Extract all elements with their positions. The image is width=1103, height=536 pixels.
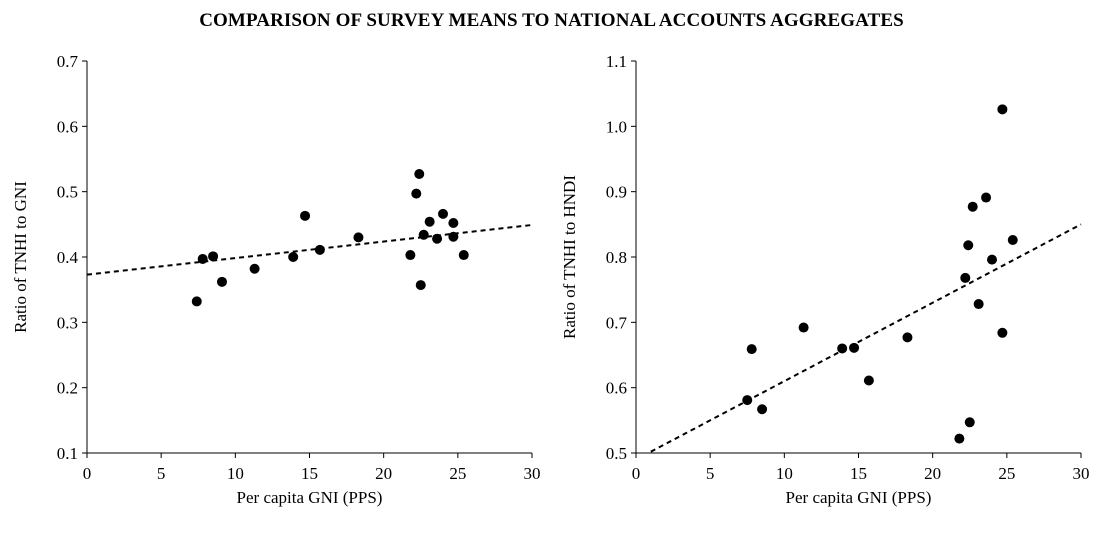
right-data-point [963, 240, 974, 251]
right-data-point [981, 192, 992, 203]
right-x-tick-label: 25 [998, 464, 1015, 483]
right-x-tick-label: 20 [924, 464, 941, 483]
right-y-axis-label: Ratio of TNHI to HNDI [560, 175, 579, 339]
left-x-tick-label: 0 [83, 464, 92, 483]
left-x-tick-label: 10 [227, 464, 244, 483]
right-data-point [960, 272, 971, 283]
left-data-point [438, 208, 448, 219]
right-y-tick-label: 0.9 [606, 183, 627, 202]
left-data-point [448, 218, 459, 229]
left-data-point [418, 229, 429, 240]
right-y-tick-label: 1.0 [606, 117, 627, 136]
right-data-point [954, 433, 965, 444]
left-y-tick-label: 0.5 [57, 183, 78, 202]
right-trendline [650, 223, 1082, 453]
left-y-tick-label: 0.2 [57, 379, 78, 398]
right-data-point [757, 404, 768, 415]
right-data-point [987, 254, 997, 265]
left-x-tick-label: 30 [524, 464, 541, 483]
left-y-axis-label: Ratio of TNHI to GNI [11, 181, 30, 333]
left-data-point [411, 188, 422, 199]
left-y-tick-label: 0.4 [57, 248, 79, 267]
left-data-point [197, 253, 208, 264]
left-x-tick-label: 5 [157, 464, 166, 483]
right-data-point [967, 201, 978, 212]
left-x-axis-label: Per capita GNI (PPS) [237, 488, 383, 507]
left-data-point [405, 250, 416, 261]
left-y-tick-label: 0.1 [57, 444, 78, 463]
right-y-tick-label: 0.8 [606, 248, 627, 267]
right-x-tick-label: 0 [632, 464, 641, 483]
left-data-point [288, 252, 299, 262]
right-scatter-plot: 0.5 0.6 0.7 0.8 0.9 1.0 1.1 0 5 10 15 20 25 30 Per cap… [560, 52, 1090, 507]
left-data-point [415, 280, 426, 291]
left-data-point [249, 263, 260, 274]
right-x-tick-label: 10 [776, 464, 793, 483]
right-y-tick-label: 0.5 [606, 444, 627, 463]
left-y-tick-label: 0.7 [57, 52, 79, 71]
left-data-point [216, 276, 227, 287]
left-data-point [191, 296, 202, 307]
left-x-tick-label: 20 [375, 464, 392, 483]
right-data-point [997, 327, 1008, 338]
left-data-point [300, 210, 311, 221]
right-data-point [742, 395, 753, 406]
right-y-tick-label: 0.7 [606, 313, 628, 332]
left-x-tick-label: 15 [301, 464, 318, 483]
left-scatter-plot: 0.1 0.2 0.3 0.4 0.5 0.6 0.7 0 5 10 15 20 25 30 Per cap… [11, 52, 541, 507]
right-data-point [798, 322, 809, 333]
left-data-point [424, 216, 435, 227]
left-data-point [314, 244, 325, 255]
left-data-point [414, 169, 425, 180]
left-data-point [458, 250, 469, 261]
left-data-point [353, 232, 364, 243]
right-data-point [902, 332, 913, 343]
right-x-tick-label: 15 [850, 464, 867, 483]
left-data-point [448, 231, 459, 242]
right-data-point [973, 299, 984, 310]
left-y-tick-label: 0.3 [57, 313, 78, 332]
left-data-point [432, 233, 443, 244]
left-data-point [208, 251, 219, 262]
chart-title: COMPARISON OF SURVEY MEANS TO NATIONAL A… [199, 10, 904, 31]
left-y-tick-label: 0.6 [57, 117, 78, 136]
left-x-tick-label: 25 [449, 464, 466, 483]
right-data-point [1007, 235, 1018, 246]
right-x-tick-label: 30 [1073, 464, 1090, 483]
right-y-tick-label: 1.1 [606, 52, 627, 71]
right-y-tick-label: 0.6 [606, 379, 627, 398]
right-data-point [746, 344, 757, 355]
right-data-point [997, 104, 1008, 115]
right-data-point [849, 342, 860, 353]
right-data-point [964, 417, 975, 428]
right-data-point [837, 343, 848, 354]
right-data-point [863, 375, 874, 386]
right-x-tick-label: 5 [706, 464, 715, 483]
right-x-axis-label: Per capita GNI (PPS) [786, 488, 932, 507]
left-trendline [86, 223, 533, 276]
